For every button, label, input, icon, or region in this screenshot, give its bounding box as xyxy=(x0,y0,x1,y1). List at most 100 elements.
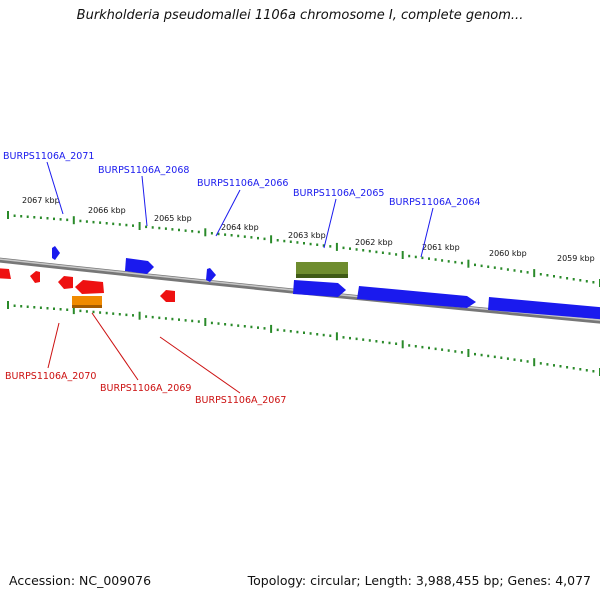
minor-tick xyxy=(158,226,161,230)
minor-tick xyxy=(46,307,49,310)
minor-tick xyxy=(454,260,457,264)
minor-tick xyxy=(592,370,595,373)
minor-tick xyxy=(210,232,213,235)
major-tick xyxy=(72,306,75,315)
major-tick xyxy=(72,216,75,225)
minor-tick xyxy=(566,366,569,369)
minor-tick xyxy=(26,215,29,218)
minor-tick xyxy=(579,279,582,282)
minor-tick xyxy=(526,271,529,274)
minor-tick xyxy=(539,362,542,365)
minor-tick xyxy=(263,237,266,241)
minor-tick xyxy=(125,313,128,317)
gene-arrow[interactable] xyxy=(488,297,600,320)
reverse-strand-features xyxy=(0,268,175,308)
minor-tick xyxy=(546,274,549,277)
forward-strand-features xyxy=(52,246,600,320)
gene-arrow[interactable] xyxy=(75,280,104,294)
gene-arrow[interactable] xyxy=(160,290,175,302)
minor-tick xyxy=(79,219,82,223)
gene-label-forward[interactable]: BURPS1106A_2068 xyxy=(98,165,189,176)
minor-tick xyxy=(85,310,88,313)
minor-tick xyxy=(342,246,345,250)
minor-tick xyxy=(33,306,36,309)
gene-label-forward[interactable]: BURPS1106A_2065 xyxy=(293,188,384,199)
gene-arrow[interactable] xyxy=(30,271,40,283)
olive-feature[interactable] xyxy=(296,262,348,274)
minor-tick xyxy=(428,257,430,260)
reverse-gene-callouts: BURPS1106A_2070 BURPS1106A_2069 BURPS110… xyxy=(5,312,286,406)
minor-tick xyxy=(66,218,69,222)
minor-tick xyxy=(210,321,213,325)
minor-tick xyxy=(487,265,490,268)
minor-tick xyxy=(118,313,121,316)
minor-tick xyxy=(309,242,312,246)
minor-tick xyxy=(368,249,371,253)
scale-label: 2066 kbp xyxy=(88,206,126,215)
scale-label: 2061 kbp xyxy=(422,243,460,252)
minor-tick xyxy=(118,223,121,226)
gene-arrow[interactable] xyxy=(0,268,11,279)
scale-labels: 2067 kbp 2066 kbp 2065 kbp 2064 kbp 2063… xyxy=(22,196,595,263)
minor-tick xyxy=(447,349,450,352)
minor-tick xyxy=(112,222,115,226)
orange-feature-shadow xyxy=(72,305,102,308)
minor-tick xyxy=(99,311,102,314)
minor-tick xyxy=(53,307,55,310)
gene-arrow[interactable] xyxy=(293,280,346,297)
orange-feature[interactable] xyxy=(72,296,102,305)
minor-tick xyxy=(13,214,16,217)
minor-tick xyxy=(283,329,286,332)
gene-label-forward[interactable]: BURPS1106A_2066 xyxy=(197,178,288,189)
gene-label-reverse[interactable]: BURPS1106A_2067 xyxy=(195,395,286,406)
minor-tick xyxy=(408,254,411,258)
minor-tick xyxy=(381,340,384,344)
minor-tick xyxy=(164,317,167,320)
minor-tick xyxy=(441,259,444,262)
minor-tick xyxy=(368,339,371,342)
accession-text: Accession: NC_009076 xyxy=(9,573,152,588)
gene-label-reverse[interactable]: BURPS1106A_2070 xyxy=(5,371,96,382)
minor-tick xyxy=(191,230,194,233)
gene-arrow[interactable] xyxy=(125,258,154,274)
minor-tick xyxy=(506,268,509,271)
minor-tick xyxy=(441,348,444,351)
minor-tick xyxy=(447,260,450,263)
minor-tick xyxy=(434,258,437,261)
minor-tick xyxy=(375,340,378,343)
major-tick xyxy=(335,332,338,341)
minor-tick xyxy=(59,218,62,221)
gene-label-reverse[interactable]: BURPS1106A_2069 xyxy=(100,383,191,394)
minor-tick xyxy=(474,263,476,267)
minor-tick xyxy=(526,360,529,363)
minor-tick xyxy=(546,363,549,366)
gene-arrow[interactable] xyxy=(58,276,73,289)
scale-label: 2062 kbp xyxy=(355,238,393,247)
minor-tick xyxy=(224,323,227,326)
major-tick xyxy=(401,340,404,349)
minor-tick xyxy=(20,305,23,308)
minor-tick xyxy=(197,320,200,323)
major-tick xyxy=(138,311,141,320)
minor-tick xyxy=(493,355,496,359)
minor-tick xyxy=(145,225,148,229)
minor-tick xyxy=(513,269,516,272)
major-tick xyxy=(467,259,470,268)
minor-tick xyxy=(289,240,292,243)
minor-tick xyxy=(257,326,259,329)
minor-tick xyxy=(322,244,325,247)
minor-tick xyxy=(105,311,108,315)
minor-tick xyxy=(105,222,108,225)
major-tick xyxy=(270,324,273,333)
gene-arrow[interactable] xyxy=(52,246,60,260)
minor-tick xyxy=(20,215,23,218)
gene-arrow[interactable] xyxy=(357,286,476,308)
minor-tick xyxy=(520,359,523,362)
gene-label-forward[interactable]: BURPS1106A_2064 xyxy=(389,197,480,208)
gene-label-forward[interactable]: BURPS1106A_2071 xyxy=(3,151,94,162)
gene-arrow[interactable] xyxy=(206,268,216,282)
minor-tick xyxy=(388,252,391,255)
minor-tick xyxy=(506,357,509,360)
minor-tick xyxy=(217,322,220,325)
